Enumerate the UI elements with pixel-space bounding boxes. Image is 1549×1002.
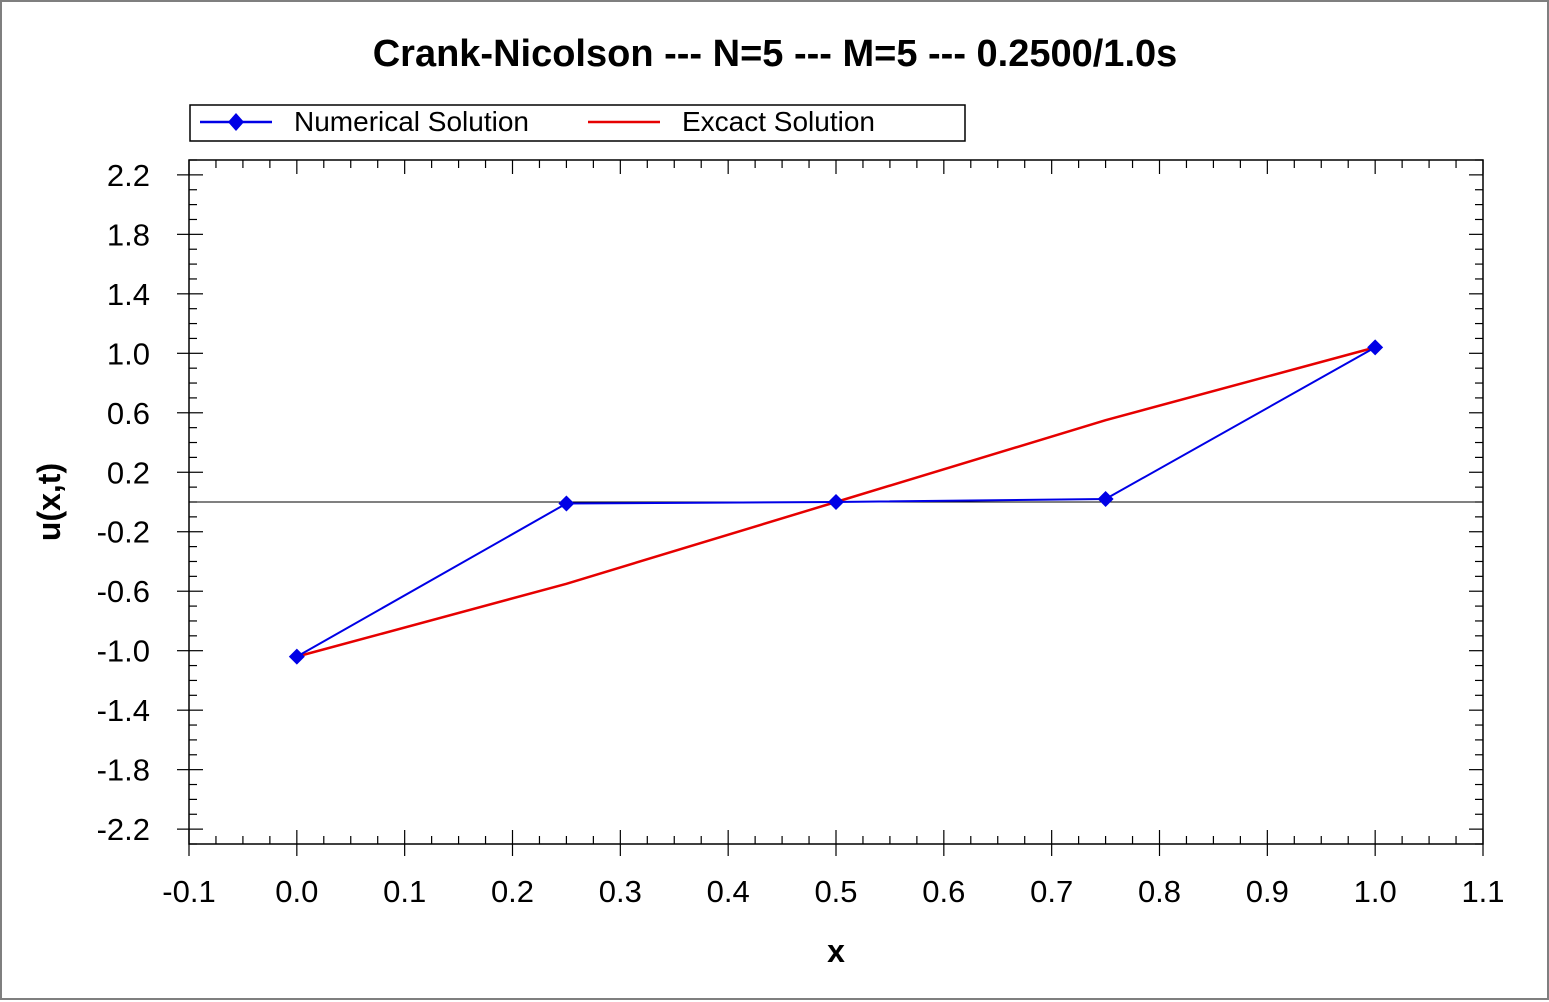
x-axis-label: x [827, 933, 845, 969]
x-tick-label: 0.1 [383, 874, 426, 909]
x-axis-ticks [188, 160, 1484, 856]
y-tick-label: -1.0 [97, 634, 150, 669]
x-tick-label: 0.4 [707, 874, 750, 909]
legend-exact-label: Excact Solution [682, 106, 875, 137]
x-tick-label: 1.1 [1461, 874, 1504, 909]
legend-box [189, 104, 966, 142]
legend: Numerical Solution Excact Solution [189, 104, 966, 142]
y-tick-label: 1.0 [107, 336, 150, 371]
y-tick-label: -0.2 [97, 515, 150, 550]
numerical-point [1367, 339, 1384, 356]
y-tick-label: -0.6 [97, 574, 150, 609]
numerical-point [1097, 491, 1114, 508]
x-axis-tick-labels: -0.1 0.0 0.1 0.2 0.3 0.4 0.5 0.6 0.7 0.8 0.9 1.0 1.1 [162, 874, 1504, 909]
y-tick-label: -1.4 [97, 693, 150, 728]
y-tick-label: -2.2 [97, 812, 150, 847]
y-tick-label: 1.8 [107, 217, 150, 252]
y-tick-label: 0.6 [107, 396, 150, 431]
x-tick-label: 0.0 [275, 874, 318, 909]
numerical-point [288, 648, 305, 665]
x-tick-label: 1.0 [1354, 874, 1397, 909]
y-axis-tick-labels: 2.2 1.8 1.4 1.0 0.6 0.2 -0.2 -0.6 -1.0 -1.4 -1.8 -2… [97, 158, 150, 847]
x-tick-label: 0.2 [491, 874, 534, 909]
x-tick-label: 0.8 [1138, 874, 1181, 909]
numerical-point [828, 494, 844, 510]
x-tick-label: -0.1 [162, 874, 215, 909]
x-tick-label: 0.3 [599, 874, 642, 909]
numerical-point [558, 495, 575, 512]
y-axis-ticks [177, 159, 1483, 845]
y-tick-label: -1.8 [97, 753, 150, 788]
x-tick-label: 0.7 [1030, 874, 1073, 909]
legend-numerical-marker [228, 113, 244, 131]
y-tick-label: 2.2 [107, 158, 150, 193]
y-tick-label: 0.2 [107, 455, 150, 490]
x-tick-label: 0.5 [814, 874, 857, 909]
y-tick-label: 1.4 [107, 277, 150, 312]
legend-numerical-label: Numerical Solution [294, 106, 529, 137]
x-tick-label: 0.9 [1246, 874, 1289, 909]
y-axis-label: u(x,t) [31, 463, 67, 541]
chart-title: Crank-Nicolson --- N=5 --- M=5 --- 0.250… [373, 33, 1178, 75]
numerical-solution-markers [288, 339, 1384, 665]
x-tick-label: 0.6 [922, 874, 965, 909]
